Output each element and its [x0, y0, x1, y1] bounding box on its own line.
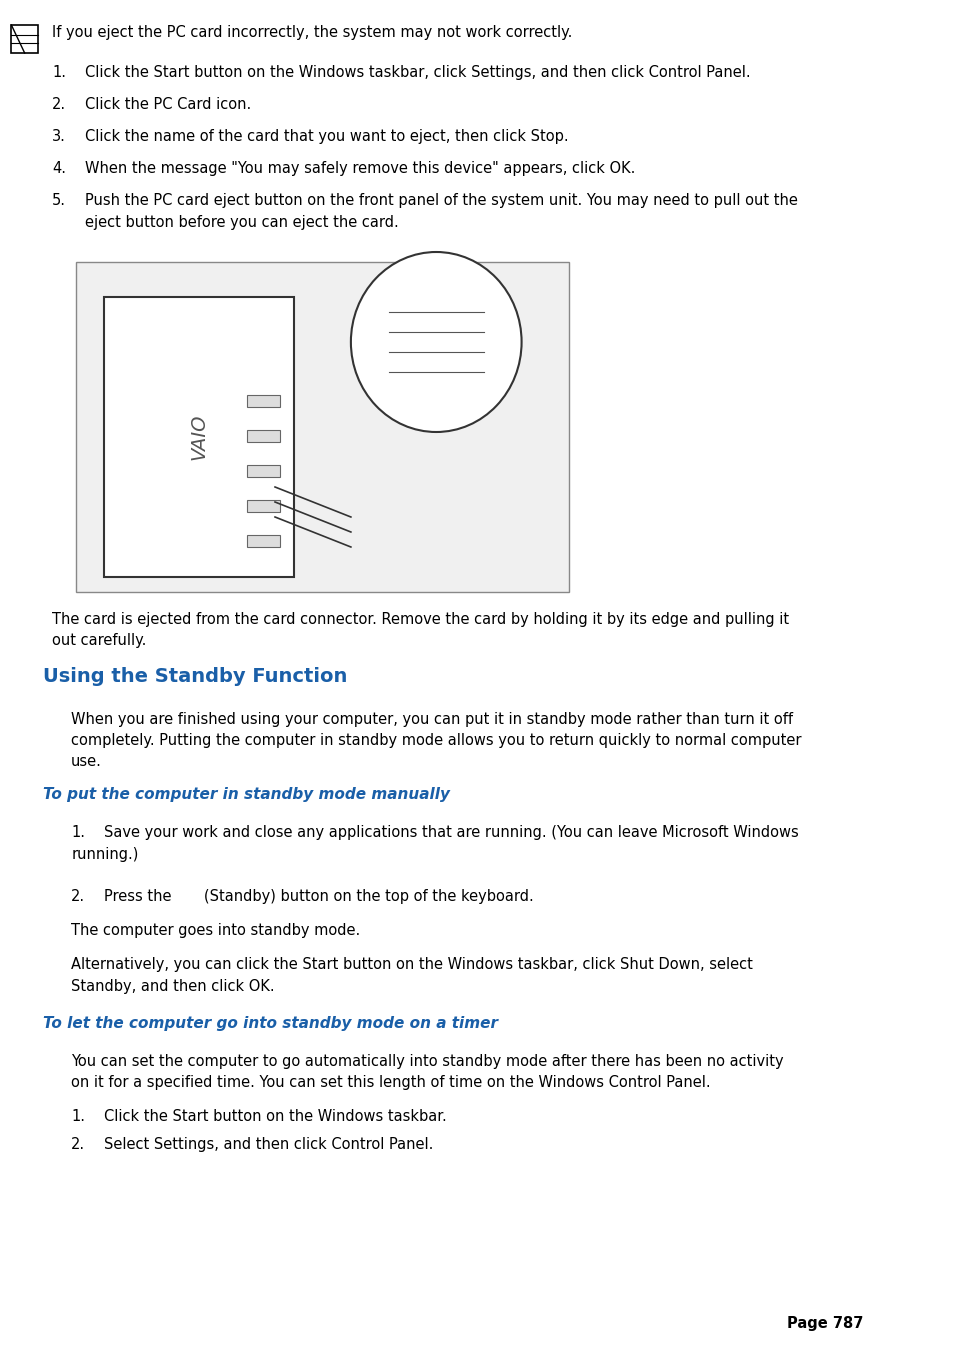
Text: Click the name of the card that you want to eject, then click Stop.: Click the name of the card that you want… [85, 128, 568, 145]
Text: The card is ejected from the card connector. Remove the card by holding it by it: The card is ejected from the card connec… [52, 612, 788, 648]
Text: 2.: 2. [71, 889, 85, 904]
Text: Using the Standby Function: Using the Standby Function [43, 667, 347, 686]
Text: To put the computer in standby mode manually: To put the computer in standby mode manu… [43, 788, 449, 802]
Text: Click the Start button on the Windows taskbar, click Settings, and then click Co: Click the Start button on the Windows ta… [85, 65, 750, 80]
Text: To let the computer go into standby mode on a timer: To let the computer go into standby mode… [43, 1016, 497, 1031]
Text: Standby, and then click OK.: Standby, and then click OK. [71, 979, 274, 994]
Text: Press the       (Standby) button on the top of the keyboard.: Press the (Standby) button on the top of… [104, 889, 534, 904]
Text: VAIO: VAIO [190, 413, 209, 461]
Text: When the message "You may safely remove this device" appears, click OK.: When the message "You may safely remove … [85, 161, 635, 176]
Text: Click the PC Card icon.: Click the PC Card icon. [85, 97, 252, 112]
Bar [246, 394, 279, 407]
Bar [246, 465, 279, 477]
Text: 1.: 1. [71, 825, 85, 840]
Text: 3.: 3. [52, 128, 66, 145]
Bar [11, 26, 38, 53]
Text: Push the PC card eject button on the front panel of the system unit. You may nee: Push the PC card eject button on the fro… [85, 193, 798, 208]
Text: 1.: 1. [52, 65, 66, 80]
Text: Page 787: Page 787 [786, 1316, 862, 1331]
Text: Select Settings, and then click Control Panel.: Select Settings, and then click Control … [104, 1138, 434, 1152]
Circle shape [351, 253, 521, 432]
Text: Alternatively, you can click the Start button on the Windows taskbar, click Shut: Alternatively, you can click the Start b… [71, 957, 752, 971]
Text: You can set the computer to go automatically into standby mode after there has b: You can set the computer to go automatic… [71, 1054, 783, 1090]
Text: 5.: 5. [52, 193, 66, 208]
Text: If you eject the PC card incorrectly, the system may not work correctly.: If you eject the PC card incorrectly, th… [52, 26, 572, 41]
Text: When you are finished using your computer, you can put it in standby mode rather: When you are finished using your compute… [71, 712, 801, 769]
Text: Save your work and close any applications that are running. (You can leave Micro: Save your work and close any application… [104, 825, 799, 840]
Bar [246, 535, 279, 547]
Bar [104, 297, 294, 577]
Bar [76, 262, 568, 592]
Text: 4.: 4. [52, 161, 66, 176]
Text: eject button before you can eject the card.: eject button before you can eject the ca… [85, 215, 398, 230]
Text: 1.: 1. [71, 1109, 85, 1124]
Bar [246, 500, 279, 512]
Text: 2.: 2. [52, 97, 66, 112]
Bar [246, 430, 279, 442]
Text: Click the Start button on the Windows taskbar.: Click the Start button on the Windows ta… [104, 1109, 447, 1124]
Text: running.): running.) [71, 847, 138, 862]
Text: The computer goes into standby mode.: The computer goes into standby mode. [71, 923, 360, 938]
Text: 2.: 2. [71, 1138, 85, 1152]
